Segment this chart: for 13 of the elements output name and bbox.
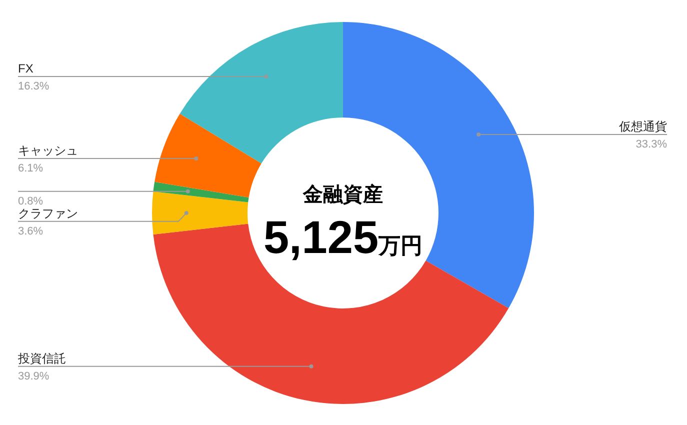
text: 金融資産 [302,183,383,206]
slice-label: 仮想通貨 [618,120,667,134]
slice-label: キャッシュ [18,144,78,158]
data-label: 6.1% [18,162,44,175]
slice-label: FX [18,61,34,76]
data-label: 0.8% [18,195,44,208]
slice-label: クラファン [18,206,78,220]
data-label: 3.6% [18,225,44,238]
data-label: 33.3% [636,138,668,151]
slice-label: 投資信託 [17,351,66,366]
data-label: 39.9% [18,370,50,382]
data-label: 16.3% [18,80,50,92]
text: 5,125万円 [263,211,423,263]
